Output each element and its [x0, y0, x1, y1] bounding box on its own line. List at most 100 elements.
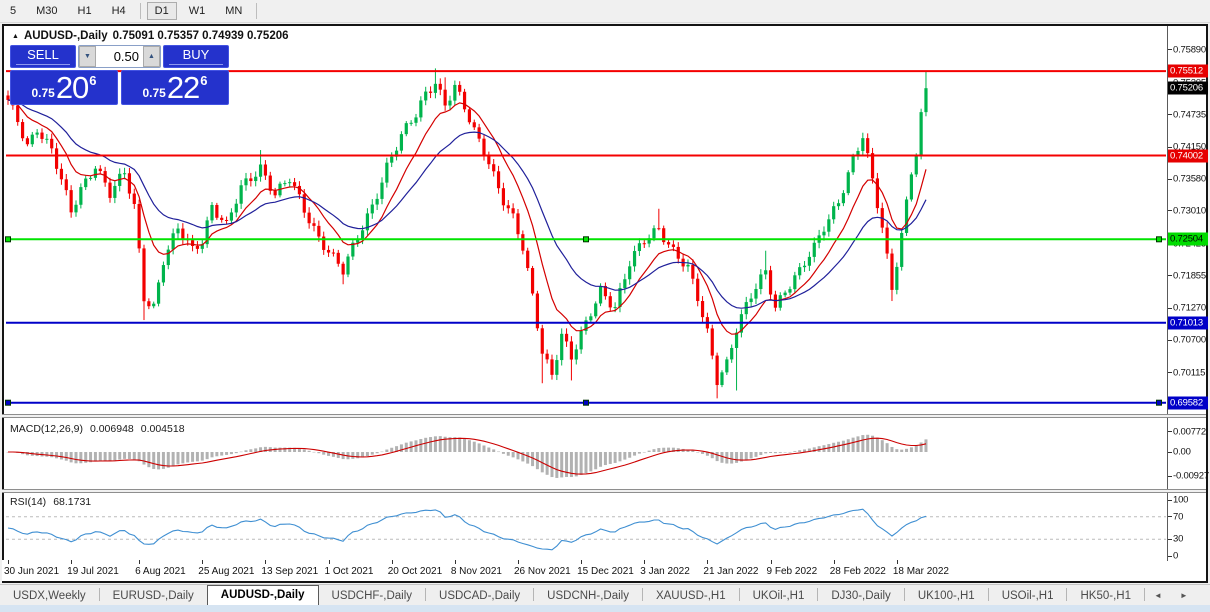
tab-separator — [1066, 588, 1068, 601]
price-tick-label: 0.73010 — [1173, 205, 1206, 217]
volume-increase-button[interactable]: ▲ — [143, 46, 160, 67]
rsi-tick-mark — [1168, 499, 1172, 501]
date-tick-label: 1 Oct 2021 — [324, 566, 374, 577]
buy-price-big: 22 — [166, 69, 200, 105]
hline-handle[interactable] — [1156, 236, 1162, 243]
macd-label-row: MACD(12,26,9) 0.006948 0.004518 — [10, 423, 185, 435]
price-tick-mark — [1168, 178, 1172, 180]
buy-price-display[interactable]: 0.75 22 6 — [121, 70, 229, 105]
date-tick-label: 21 Jan 2022 — [703, 566, 759, 577]
date-tick-mark — [833, 560, 835, 564]
tab-uk100-h1[interactable]: UK100-,H1 — [917, 590, 975, 602]
macd-layer — [6, 434, 928, 478]
timeframe-button-mn[interactable]: MN — [225, 5, 243, 17]
price-badge-black: 0.75206 — [1168, 81, 1208, 95]
date-tick-mark — [8, 560, 9, 564]
toolbar-separator — [256, 3, 258, 19]
rsi-label-row: RSI(14) 68.1731 — [10, 496, 91, 508]
date-tick-label: 6 Aug 2021 — [135, 566, 186, 577]
price-tick-label: 0.74735 — [1173, 109, 1206, 121]
hline-handle[interactable] — [1156, 399, 1162, 406]
volume-spinner: ▼ ▲ — [78, 45, 161, 68]
rsi-tick-mark — [1168, 555, 1172, 557]
timeframe-button-d1[interactable]: D1 — [146, 2, 177, 20]
hline-handle[interactable] — [583, 399, 589, 406]
price-tick-mark — [1168, 210, 1172, 212]
date-tick-label: 18 Mar 2022 — [892, 566, 949, 577]
tab-dj30-daily[interactable]: DJ30-,Daily — [831, 590, 891, 602]
tab-usdcad-daily[interactable]: USDCAD-,Daily — [439, 590, 521, 602]
buy-button[interactable]: BUY — [163, 45, 229, 68]
macd-tick-mark — [1168, 451, 1172, 453]
timeframe-button-h4[interactable]: H4 — [111, 5, 126, 17]
price-tick-label: 0.75890 — [1173, 44, 1206, 56]
macd-value-signal: 0.004518 — [140, 423, 185, 435]
tab-eurusd-daily[interactable]: EURUSD-,Daily — [112, 590, 194, 602]
tab-xauusd-h1[interactable]: XAUUSD-,H1 — [655, 590, 726, 602]
buy-price-small: 0.75 — [142, 85, 166, 100]
tab-scroll-left-icon[interactable]: ◄ — [1153, 591, 1162, 600]
tab-usoil-h1[interactable]: USOil-,H1 — [1001, 590, 1054, 602]
price-tick-label: 0.70115 — [1173, 367, 1206, 379]
rsi-layer — [6, 508, 1166, 551]
date-tick-label: 19 Jul 2021 — [67, 566, 119, 577]
date-tick-mark — [517, 560, 519, 564]
price-tick-mark — [1168, 339, 1172, 341]
tab-ukoil-h1[interactable]: UKOil-,H1 — [752, 590, 805, 602]
date-tick-mark — [265, 560, 267, 564]
hline-handle[interactable] — [5, 399, 11, 406]
sell-price-display[interactable]: 0.75 20 6 — [10, 70, 118, 105]
tab-usdcnh-daily[interactable]: USDCNH-,Daily — [547, 590, 629, 602]
chart-title-ohlc: 0.75091 0.75357 0.74939 0.75206 — [112, 30, 289, 42]
macd-panel-resize-handle[interactable] — [2, 414, 1206, 418]
date-tick-label: 8 Nov 2021 — [450, 566, 502, 577]
bottom-strip — [0, 605, 1210, 612]
volume-input[interactable] — [96, 46, 143, 67]
date-tick-mark — [644, 560, 646, 564]
volume-decrease-button[interactable]: ▼ — [79, 46, 96, 67]
date-tick-label: 25 Aug 2021 — [198, 566, 255, 577]
tab-audusd-daily[interactable]: AUDUSD-,Daily — [206, 585, 319, 605]
moving-average-24 — [7, 99, 927, 309]
date-tick-mark — [896, 560, 898, 564]
macd-tick-mark — [1168, 475, 1172, 477]
price-tick-label: 0.73580 — [1173, 173, 1206, 185]
timeframe-button-m30[interactable]: M30 — [36, 5, 58, 17]
tab-scroll-right-icon[interactable]: ► — [1179, 591, 1188, 600]
date-tick-label: 26 Nov 2021 — [513, 566, 571, 577]
time-axis: 30 Jun 2021 19 Jul 2021 6 Aug 2021 25 Aug 2… — [2, 560, 1166, 581]
buy-price-sup: 6 — [200, 73, 208, 88]
price-tick-mark — [1168, 114, 1172, 116]
tab-usdx-weekly[interactable]: USDX,Weekly — [13, 590, 86, 602]
tab-separator — [817, 588, 819, 601]
tab-usdchf-daily[interactable]: USDCHF-,Daily — [331, 590, 413, 602]
price-badge-red: 0.75512 — [1168, 64, 1208, 78]
hline-handle[interactable] — [5, 236, 11, 243]
date-tick-mark — [328, 560, 330, 564]
chart-title-symbol: AUDUSD-,Daily — [23, 30, 108, 42]
rsi-panel-resize-handle[interactable] — [2, 489, 1206, 493]
timeframe-button-5[interactable]: 5 — [10, 5, 17, 17]
rsi-axis-label: 100 — [1173, 494, 1189, 506]
tab-separator — [425, 588, 427, 601]
sell-button[interactable]: SELL — [10, 45, 76, 68]
rsi-axis-label: 70 — [1173, 511, 1184, 523]
one-click-trade-panel: SELL ▼ ▲ BUY 0.75 20 6 0.75 22 6 — [10, 45, 229, 105]
chart-tab-bar: USDX,Weekly EURUSD-,Daily AUDUSD-,Daily USD… — [0, 584, 1210, 605]
hline-handle[interactable] — [583, 236, 589, 243]
price-tick-mark — [1168, 49, 1172, 51]
date-tick-label: 30 Jun 2021 — [4, 566, 60, 577]
timeframe-button-w1[interactable]: W1 — [188, 5, 206, 17]
sell-price-big: 20 — [55, 69, 89, 105]
date-tick-label: 15 Dec 2021 — [577, 566, 634, 577]
price-badge-green: 0.72504 — [1168, 232, 1208, 246]
timeframe-button-h1[interactable]: H1 — [77, 5, 92, 17]
price-badge-blue: 0.71013 — [1168, 316, 1208, 330]
tab-separator — [533, 588, 535, 601]
tab-hk50-h1[interactable]: HK50-,H1 — [1080, 590, 1131, 602]
tab-separator — [987, 588, 989, 601]
rsi-value: 68.1731 — [53, 496, 92, 508]
price-tick-mark — [1168, 307, 1172, 309]
